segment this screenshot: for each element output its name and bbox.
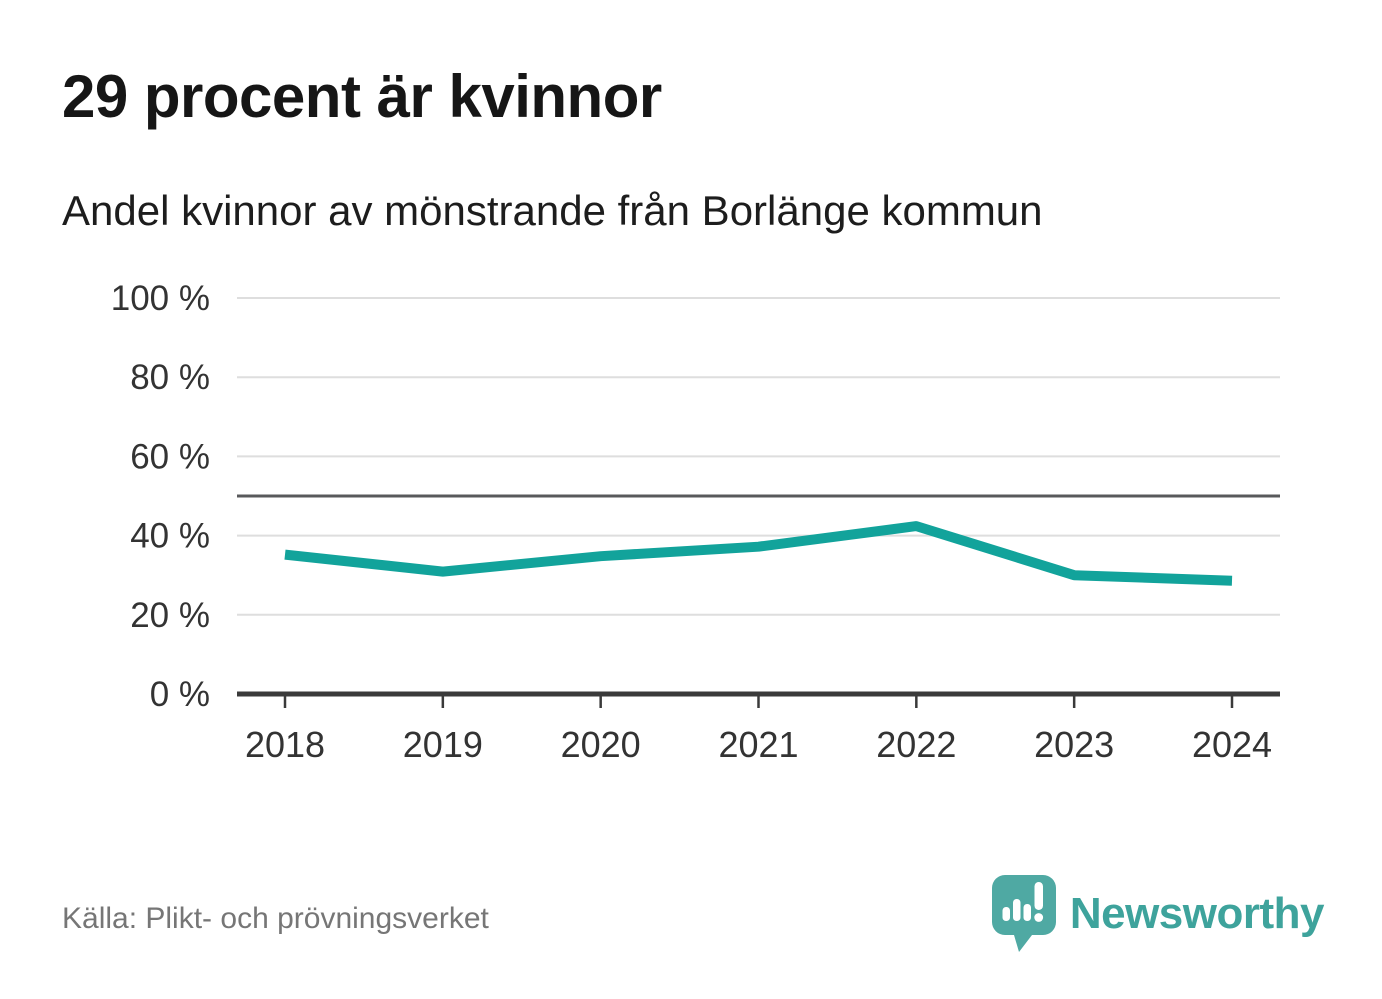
x-axis-label: 2023	[1034, 724, 1114, 765]
x-axis-label: 2019	[403, 724, 483, 765]
chart-title: 29 procent är kvinnor	[62, 63, 662, 130]
logo-bars	[1002, 899, 1031, 921]
logo-exclamation	[1034, 882, 1043, 922]
x-axis-label: 2021	[718, 724, 798, 765]
x-axis-label: 2022	[876, 724, 956, 765]
source-note: Källa: Plikt- och prövningsverket	[62, 902, 489, 935]
y-axis-label: 40 %	[130, 517, 210, 556]
x-axis-label: 2024	[1192, 724, 1272, 765]
chart-subtitle: Andel kvinnor av mönstrande från Borläng…	[62, 187, 1043, 234]
x-axis-label: 2018	[245, 724, 325, 765]
y-axis-label: 20 %	[130, 596, 210, 635]
y-axis-label: 80 %	[130, 358, 210, 397]
newsworthy-wordmark: Newsworthy	[1069, 889, 1325, 938]
series-line	[284, 521, 1233, 586]
newsworthy-logo: Newsworthy	[991, 874, 1325, 954]
y-axis-label: 0 %	[150, 675, 210, 714]
y-axis-label: 60 %	[130, 437, 210, 476]
y-axis-label: 100 %	[111, 279, 210, 318]
line-chart: 0 % 20 % 40 % 60 % 80 % 100 % 2018 2019 2020 2021…	[111, 279, 1280, 765]
x-axis-label: 2020	[561, 724, 641, 765]
newsworthy-logo-icon	[991, 875, 1056, 952]
